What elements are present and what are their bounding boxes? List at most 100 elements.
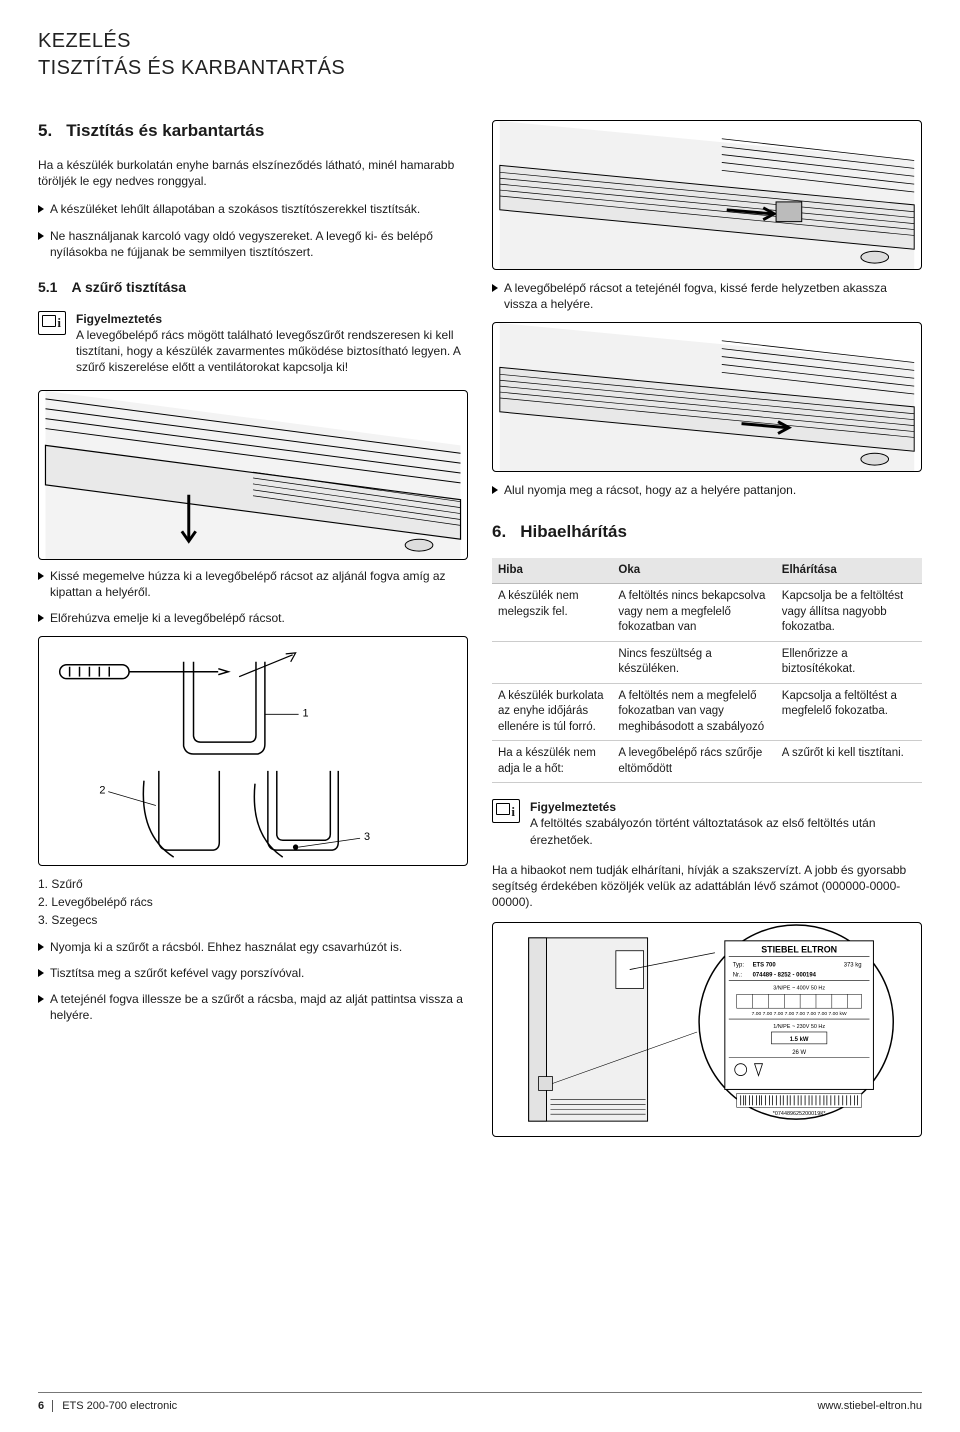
warning-note: Figyelmeztetés A levegőbelépő rács mögöt…: [38, 311, 468, 376]
svg-text:1/N/PE ~ 230V 50 Hz: 1/N/PE ~ 230V 50 Hz: [773, 1024, 825, 1030]
section-6-number: 6.: [492, 521, 506, 544]
svg-text:2: 2: [99, 785, 105, 797]
figure-heater-top: 26_07_27_0340_: [492, 120, 922, 270]
cell: Kapcsolja a feltöltést a megfelelő fokoz…: [776, 683, 922, 741]
note-body: A levegőbelépő rács mögött található lev…: [76, 327, 468, 376]
triangle-bullet-icon: [38, 969, 44, 977]
cell: A szűrőt ki kell tisztítani.: [776, 741, 922, 783]
svg-text:7.00 7.00 7.00 7.00 7.00 7.00: 7.00 7.00 7.00 7.00 7.00 7.00 7.00 7.00 …: [752, 1011, 847, 1017]
section-5-bullet-2: Ne használjanak karcoló vagy oldó vegysz…: [38, 228, 468, 260]
step-clean: Tisztítsa meg a szűrőt kefével vagy pors…: [38, 965, 468, 981]
page-footer: 6 ETS 200-700 electronic www.stiebel-elt…: [38, 1392, 922, 1414]
section-5-number: 5.: [38, 120, 52, 143]
step-push-out: Nyomja ki a szűrőt a rácsból. Ehhez hasz…: [38, 939, 468, 955]
cell: A feltöltés nincs bekapcsolva vagy nem a…: [612, 584, 775, 642]
note-body: A feltöltés szabályozón történt változta…: [530, 815, 922, 847]
cell: Ellenőrizze a biztosítékokat.: [776, 641, 922, 683]
rating-plate-svg: STIEBEL ELTRON Typ:ETS 700 373 kg Nr.:07…: [493, 923, 921, 1136]
footer-left: 6 ETS 200-700 electronic: [38, 1399, 177, 1414]
svg-text:3/N/PE ~ 400V 50 Hz: 3/N/PE ~ 400V 50 Hz: [773, 986, 825, 992]
section-5-title: Tisztítás és karbantartás: [66, 120, 264, 143]
triangle-bullet-icon: [38, 943, 44, 951]
bullet-text: A levegőbelépő rácsot a tetejénél fogva,…: [504, 280, 922, 312]
triangle-bullet-icon: [492, 486, 498, 494]
heater-pull-svg: [39, 391, 467, 559]
heater-press-svg: [493, 323, 921, 471]
th-oka: Oka: [612, 558, 775, 584]
info-book-icon: [38, 311, 66, 335]
section-5-1-title: A szűrő tisztítása: [71, 278, 186, 297]
bullet-text: Előrehúzva emelje ki a levegőbelépő rács…: [50, 610, 285, 626]
bullet-text: Tisztítsa meg a szűrőt kefével vagy pors…: [50, 965, 304, 981]
header-line1: KEZELÉS: [38, 28, 922, 55]
bullet-text: A készüléket lehűlt állapotában a szokás…: [50, 201, 420, 217]
svg-text:26 W: 26 W: [792, 1050, 806, 1056]
cell: Kapcsolja be a feltöltést vagy állítsa n…: [776, 584, 922, 642]
cell: Ha a készülék nem adja le a hőt:: [492, 741, 612, 783]
legend-2: 2. Levegőbelépő rács: [38, 894, 468, 910]
table-row: Ha a készülék nem adja le a hőt: A leveg…: [492, 741, 922, 783]
bullet-text: A tetejénél fogva illessze be a szűrőt a…: [50, 991, 468, 1023]
product-name: ETS 200-700 electronic: [62, 1400, 177, 1412]
legend-1: 1. Szűrő: [38, 876, 468, 892]
triangle-bullet-icon: [38, 995, 44, 1003]
legend-3: 3. Szegecs: [38, 912, 468, 928]
bullet-text: Nyomja ki a szűrőt a rácsból. Ehhez hasz…: [50, 939, 402, 955]
bullet-text: Alul nyomja meg a rácsot, hogy az a hely…: [504, 482, 796, 498]
svg-text:3: 3: [364, 831, 370, 843]
heater-top-svg: [493, 121, 921, 269]
section-6-closing: Ha a hibaokot nem tudják elhárítani, hív…: [492, 862, 922, 911]
figure-legend: 1. Szűrő 2. Levegőbelépő rács 3. Szegecs: [38, 876, 468, 929]
th-hiba: Hiba: [492, 558, 612, 584]
triangle-bullet-icon: [38, 614, 44, 622]
info-book-icon: [492, 799, 520, 823]
section-5-heading: 5. Tisztítás és karbantartás: [38, 120, 468, 143]
triangle-bullet-icon: [38, 232, 44, 240]
table-body: A készülék nem melegszik fel. A feltölté…: [492, 584, 922, 783]
section-5-intro: Ha a készülék burkolatán enyhe barnás el…: [38, 157, 468, 189]
figure-rating-plate: STIEBEL ELTRON Typ:ETS 700 373 kg Nr.:07…: [492, 922, 922, 1137]
warning-note-2: Figyelmeztetés A feltöltés szabályozón t…: [492, 799, 922, 848]
footer-url: www.stiebel-eltron.hu: [817, 1399, 922, 1414]
note-title: Figyelmeztetés: [76, 311, 468, 327]
left-column: 5. Tisztítás és karbantartás Ha a készül…: [38, 120, 468, 1137]
svg-text:373 kg: 373 kg: [844, 963, 862, 969]
table-row: A készülék burkolata az enyhe időjárás e…: [492, 683, 922, 741]
section-6-title: Hibaelhárítás: [520, 521, 627, 544]
note-content: Figyelmeztetés A feltöltés szabályozón t…: [530, 799, 922, 848]
figure-heater-press: 26_07_27_0341_: [492, 322, 922, 472]
svg-text:Typ:: Typ:: [733, 963, 745, 969]
two-column-layout: 5. Tisztítás és karbantartás Ha a készül…: [38, 120, 922, 1137]
figure-heater-pull: 26_07_27_0338_: [38, 390, 468, 560]
table-row: A készülék nem melegszik fel. A feltölté…: [492, 584, 922, 642]
section-6-heading: 6. Hibaelhárítás: [492, 521, 922, 544]
table-header-row: Hiba Oka Elhárítása: [492, 558, 922, 584]
cell: Nincs feszültség a készüléken.: [612, 641, 775, 683]
svg-text:074489 - 8252 - 000194: 074489 - 8252 - 000194: [753, 973, 817, 979]
th-elharitasa: Elhárítása: [776, 558, 922, 584]
svg-text:1.5 kW: 1.5 kW: [790, 1037, 809, 1043]
right-bullet-2: Alul nyomja meg a rácsot, hogy az a hely…: [492, 482, 922, 498]
table-row: Nincs feszültség a készüléken. Ellenőriz…: [492, 641, 922, 683]
filter-removal-svg: 1 2 3: [39, 637, 467, 865]
cell: A levegőbelépő rács szűrője eltömődött: [612, 741, 775, 783]
triangle-bullet-icon: [38, 572, 44, 580]
cell: [492, 641, 612, 683]
page-number: 6: [38, 1400, 53, 1412]
cell: A készülék burkolata az enyhe időjárás e…: [492, 683, 612, 741]
triangle-bullet-icon: [492, 284, 498, 292]
step-pull: Kissé megemelve húzza ki a levegőbelépő …: [38, 568, 468, 600]
note-content: Figyelmeztetés A levegőbelépő rács mögöt…: [76, 311, 468, 376]
bullet-text: Ne használjanak karcoló vagy oldó vegysz…: [50, 228, 468, 260]
figure-filter-removal: 1 2 3 26_07_27_0339_: [38, 636, 468, 866]
right-bullet-1: A levegőbelépő rácsot a tetejénél fogva,…: [492, 280, 922, 312]
svg-text:ETS 700: ETS 700: [753, 963, 777, 969]
bullet-text: Kissé megemelve húzza ki a levegőbelépő …: [50, 568, 468, 600]
step-lift: Előrehúzva emelje ki a levegőbelépő rács…: [38, 610, 468, 626]
troubleshooting-table: Hiba Oka Elhárítása A készülék nem meleg…: [492, 558, 922, 784]
section-5-1-number: 5.1: [38, 278, 57, 297]
svg-text:*074489625200019К*: *074489625200019К*: [773, 1111, 827, 1117]
cell: A készülék nem melegszik fel.: [492, 584, 612, 642]
section-5-1-heading: 5.1 A szűrő tisztítása: [38, 278, 468, 297]
plate-brand: STIEBEL ELTRON: [761, 945, 837, 955]
